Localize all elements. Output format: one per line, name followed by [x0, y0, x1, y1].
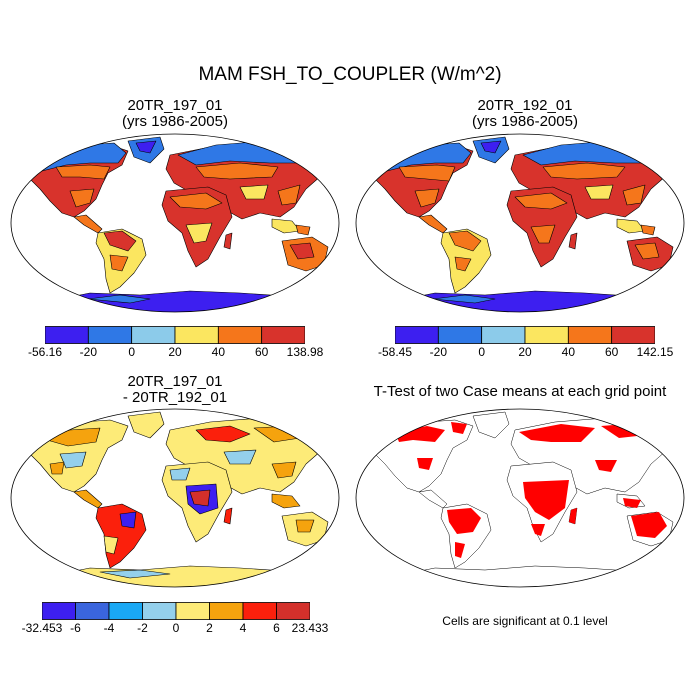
panel-title-bottom-right-line1: T-Test of two Case means at each grid po…	[373, 383, 667, 400]
colorbar-box	[395, 326, 439, 344]
map-bottom-right	[355, 408, 685, 588]
panel-title-bottom-left: 20TR_197_01 - 20TR_192_01	[25, 374, 325, 406]
colorbar-label: -2	[137, 621, 148, 635]
colorbar-label: 138.98	[286, 345, 324, 359]
colorbar-box	[175, 602, 210, 620]
colorbar-box	[174, 326, 219, 344]
colorbar-box	[261, 326, 305, 344]
colorbar-label: -4	[103, 621, 115, 635]
colorbar-box	[524, 326, 569, 344]
map-top-right	[355, 133, 685, 313]
colorbar-top-left	[45, 326, 305, 344]
colorbar-box	[75, 602, 110, 620]
panel-title-top-right: 20TR_192_01 (yrs 1986-2005)	[375, 98, 675, 130]
colorbar-label: 23.433	[291, 621, 329, 635]
panel-title-top-left-line1: 20TR_197_01	[127, 97, 223, 114]
significance-note: Cells are significant at 0.1 level	[442, 614, 608, 628]
colorbar-label: -6	[70, 621, 81, 635]
figure-title: MAM FSH_TO_COUPLER (W/m^2)	[198, 64, 502, 85]
colorbar-bottom-left	[42, 602, 310, 620]
map-bottom-left	[10, 408, 340, 588]
colorbar-label: -56.16	[27, 345, 63, 359]
colorbar-box	[45, 326, 89, 344]
panel-title-bottom-right: T-Test of two Case means at each grid po…	[340, 384, 700, 400]
colorbar-box	[567, 326, 613, 344]
colorbar-bottom-left-labels: -32.453 -6 -4 -2 0 2 4 6 23.433	[22, 621, 329, 637]
panel-title-bottom-left-line2: - 20TR_192_01	[122, 389, 228, 406]
colorbar-box	[209, 602, 244, 620]
colorbar-label: 20	[168, 345, 182, 359]
colorbar-label: 40	[561, 345, 576, 359]
panel-title-top-left-line2: (yrs 1986-2005)	[122, 113, 228, 130]
colorbar-box	[481, 326, 526, 344]
colorbar-top-right-labels: -58.45 -20 0 20 40 60 142.15	[378, 345, 673, 361]
colorbar-box	[87, 326, 133, 344]
colorbar-box	[131, 326, 176, 344]
panel-title-top-right-line2: (yrs 1986-2005)	[472, 113, 578, 130]
colorbar-label: 4	[239, 621, 247, 635]
colorbar-label: 20	[518, 345, 532, 359]
colorbar-box	[142, 602, 177, 620]
panel-title-bottom-left-line1: 20TR_197_01	[127, 373, 223, 390]
colorbar-box	[611, 326, 655, 344]
colorbar-label: 0	[172, 621, 180, 635]
colorbar-label: 60	[604, 345, 619, 359]
colorbar-label: 142.15	[636, 345, 674, 359]
colorbar-top-left-labels: -56.16 -20 0 20 40 60 138.98	[28, 345, 323, 361]
colorbar-label: 0	[128, 345, 135, 359]
colorbar-box	[276, 602, 310, 620]
colorbar-label: 6	[273, 621, 280, 635]
colorbar-box	[437, 326, 483, 344]
map-top-left	[10, 133, 340, 313]
colorbar-label: 40	[211, 345, 226, 359]
colorbar-label: -58.45	[377, 345, 413, 359]
colorbar-label: 2	[206, 621, 213, 635]
colorbar-label: -32.453	[21, 621, 63, 635]
colorbar-box	[42, 602, 76, 620]
colorbar-label: -20	[429, 345, 447, 359]
panel-title-top-right-line1: 20TR_192_01	[477, 97, 573, 114]
colorbar-box	[217, 326, 263, 344]
colorbar-label: 0	[478, 345, 485, 359]
colorbar-label: 60	[254, 345, 269, 359]
colorbar-box	[108, 602, 143, 620]
panel-title-top-left: 20TR_197_01 (yrs 1986-2005)	[25, 98, 325, 130]
colorbar-label: -20	[79, 345, 97, 359]
colorbar-top-right	[395, 326, 655, 344]
colorbar-box	[242, 602, 277, 620]
